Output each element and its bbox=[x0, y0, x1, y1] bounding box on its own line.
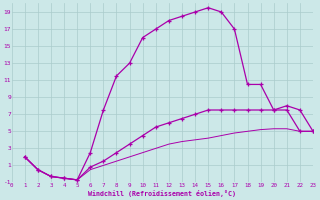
X-axis label: Windchill (Refroidissement éolien,°C): Windchill (Refroidissement éolien,°C) bbox=[88, 190, 236, 197]
